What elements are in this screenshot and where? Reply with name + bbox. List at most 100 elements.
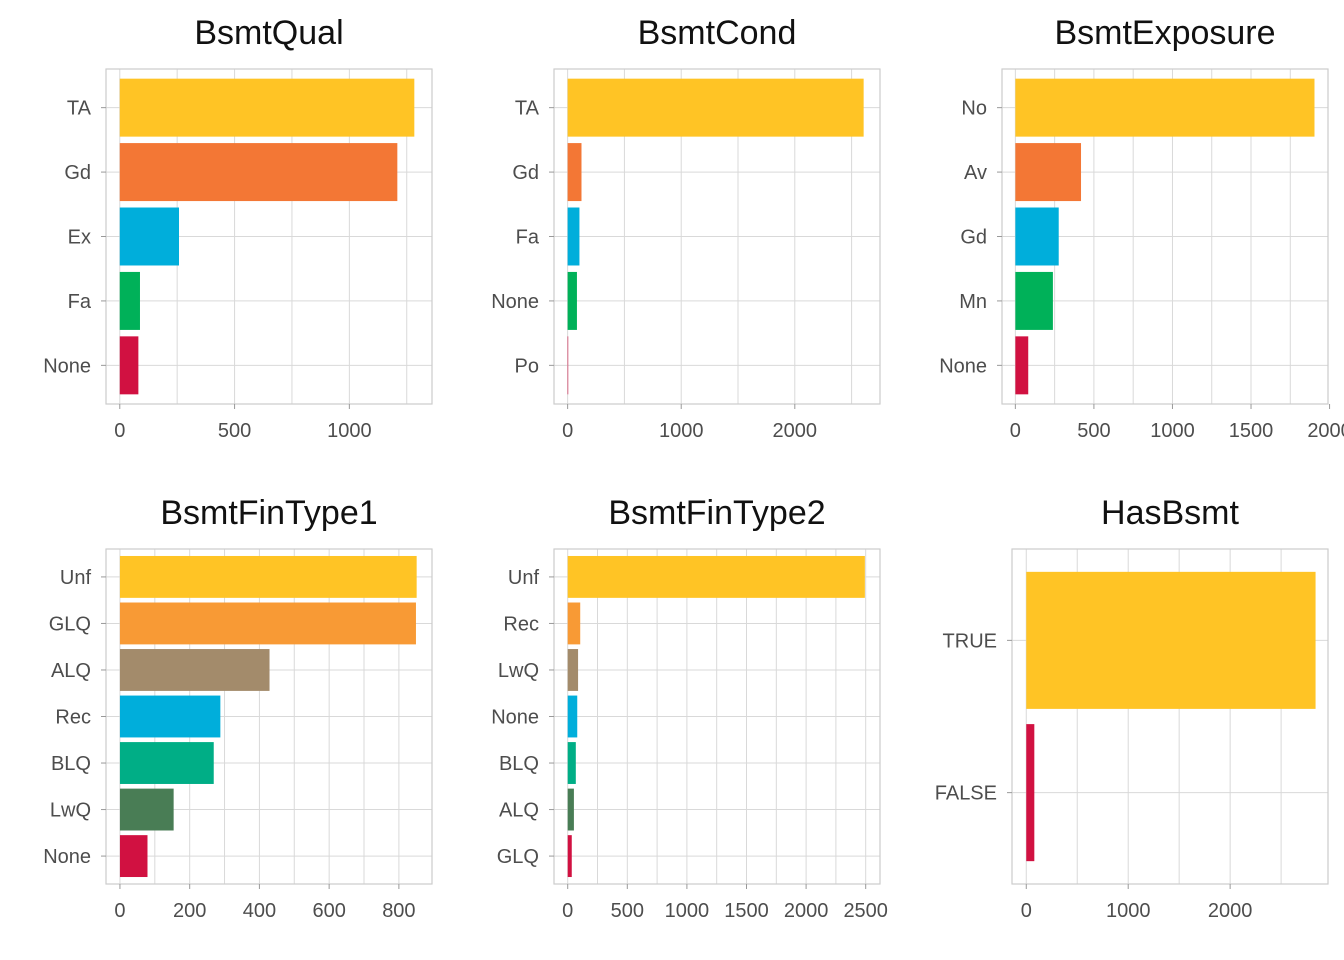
bar-rec [567,602,581,645]
x-tick-label: 0 [1010,420,1021,442]
y-tick-label: GLQ [49,613,91,635]
chart-title: BsmtCond [638,14,797,52]
y-tick-label: BLQ [51,753,91,775]
chart-title: BsmtQual [194,14,343,52]
bar-fa [119,271,140,330]
y-tick-label: LwQ [50,800,91,822]
bar-true [1026,571,1316,709]
y-tick-label: ALQ [499,800,539,822]
bar-rec [119,695,221,738]
y-tick-label: Fa [68,291,92,313]
x-tick-label: 0 [114,900,125,922]
x-tick-label: 2000 [784,900,829,922]
y-tick-label: None [491,707,539,729]
x-tick-label: 500 [611,900,644,922]
bar-gd [567,143,582,202]
bar-none [119,336,139,395]
x-tick-label: 500 [1077,420,1110,442]
y-tick-label: None [43,846,91,868]
x-tick-label: 600 [312,900,345,922]
bar-po [567,336,569,395]
bar-none [119,835,148,878]
y-tick-label: Rec [503,613,539,635]
x-tick-label: 500 [218,420,251,442]
y-tick-label: Ex [68,227,91,249]
y-tick-label: BLQ [499,753,539,775]
y-tick-label: Unf [508,567,540,589]
bar-ta [119,78,415,137]
y-tick-label: Rec [55,707,91,729]
chart-title: HasBsmt [1101,494,1239,532]
bar-glq [119,602,416,645]
bar-none [1015,336,1029,395]
x-tick-label: 0 [1021,900,1032,922]
x-tick-label: 0 [562,420,573,442]
bar-none [567,695,578,738]
y-tick-label: TA [515,98,540,120]
x-tick-label: 1000 [1150,420,1195,442]
panel-bsmtqual: TA Gd Ex Fa None 0 500 1000 BsmtQual [43,14,433,442]
x-tick-label: 1500 [724,900,769,922]
y-tick-label: TRUE [943,630,997,652]
x-tick-label: 1500 [1229,420,1274,442]
y-tick-label: GLQ [497,846,539,868]
bar-false [1026,724,1035,862]
chart-title: BsmtFinType2 [608,494,825,532]
y-tick-label: Gd [64,162,91,184]
y-tick-label: None [939,355,987,377]
panel-bsmtexposure: No Av Gd Mn None 0 500 1000 1500 2000 BsmtExposure [939,14,1344,442]
chart-title: BsmtExposure [1054,14,1275,52]
y-tick-label: ALQ [51,660,91,682]
panel-bsmtfintype2: Unf Rec LwQ None BLQ ALQ GLQ 0 500 1000 1500 2000 25… [491,494,888,922]
bar-blq [119,742,214,784]
bar-glq [567,835,572,878]
y-tick-label: Fa [516,227,540,249]
x-tick-label: 200 [173,900,206,922]
y-tick-label: Unf [60,567,92,589]
y-tick-label: Gd [960,227,987,249]
y-tick-label: TA [67,98,92,120]
x-tick-label: 2000 [1208,900,1253,922]
bar-av [1015,143,1082,202]
y-tick-label: Po [515,355,539,377]
bar-alq [119,649,270,691]
y-tick-label: FALSE [935,783,997,805]
x-tick-label: 800 [382,900,415,922]
y-tick-label: Mn [959,291,987,313]
bar-ta [567,78,864,137]
bar-none [567,271,577,330]
y-tick-label: Av [964,162,987,184]
panel-bsmtfintype1: Unf GLQ ALQ Rec BLQ LwQ None 0 200 400 600 800 BsmtF… [43,494,433,922]
x-tick-label: 1000 [327,420,372,442]
bar-blq [567,742,576,784]
bar-lwq [567,649,579,691]
bar-unf [119,555,417,598]
x-tick-label: 400 [243,900,276,922]
bar-unf [567,555,865,598]
y-tick-label: Gd [512,162,539,184]
x-tick-label: 0 [114,420,125,442]
x-tick-label: 2000 [773,420,818,442]
y-tick-label: No [961,98,987,120]
bar-gd [119,143,398,202]
y-tick-label: None [43,355,91,377]
x-tick-label: 2500 [843,900,888,922]
x-tick-label: 2000 [1307,420,1344,442]
x-tick-label: 1000 [665,900,710,922]
panel-hasbsmt: TRUE FALSE 0 1000 2000 HasBsmt [935,494,1329,922]
bar-alq [567,788,574,831]
chart-title: BsmtFinType1 [160,494,377,532]
y-tick-label: None [491,291,539,313]
bar-lwq [119,788,174,831]
y-tick-label: LwQ [498,660,539,682]
x-tick-label: 1000 [659,420,704,442]
x-tick-label: 1000 [1106,900,1151,922]
x-tick-label: 0 [562,900,573,922]
bar-gd [1015,207,1059,266]
bar-no [1015,78,1315,137]
panel-border [1011,548,1329,885]
panel-bsmtcond: TA Gd Fa None Po 0 1000 2000 BsmtCond [491,14,881,442]
bar-ex [119,207,180,266]
bar-mn [1015,271,1053,330]
